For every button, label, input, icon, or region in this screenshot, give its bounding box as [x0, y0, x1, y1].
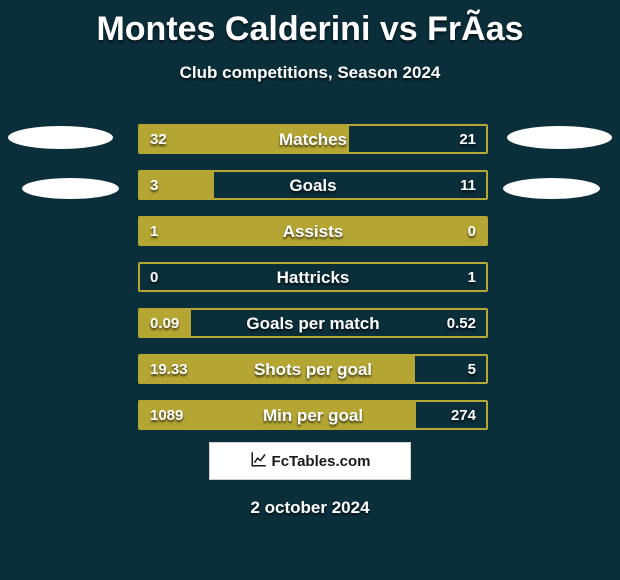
- title-player1: Montes Calderini: [96, 10, 370, 48]
- stat-label: Goals: [140, 172, 486, 198]
- avatar-ellipse-left-2: [22, 178, 119, 199]
- title: Montes Calderini vs FrÃ­as: [0, 0, 620, 49]
- stat-value-right: 1: [468, 264, 476, 290]
- footer-brand-box: FcTables.com: [209, 442, 411, 480]
- stat-label: Goals per match: [140, 310, 486, 336]
- stat-row: 1089Min per goal274: [138, 400, 488, 430]
- stat-row: 0.09Goals per match0.52: [138, 308, 488, 338]
- title-vs: vs: [380, 10, 418, 48]
- stat-value-right: 0: [468, 218, 476, 244]
- stats-bars: 32Matches213Goals111Assists00Hattricks10…: [138, 124, 488, 446]
- avatar-ellipse-right-2: [503, 178, 600, 199]
- stat-value-right: 0.52: [447, 310, 476, 336]
- stat-row: 0Hattricks1: [138, 262, 488, 292]
- avatar-ellipse-left-1: [8, 126, 113, 149]
- stat-label: Hattricks: [140, 264, 486, 290]
- avatar-ellipse-right-1: [507, 126, 612, 149]
- stat-row: 3Goals11: [138, 170, 488, 200]
- stat-label: Shots per goal: [140, 356, 486, 382]
- stat-value-right: 21: [459, 126, 476, 152]
- stat-row: 32Matches21: [138, 124, 488, 154]
- stat-row: 1Assists0: [138, 216, 488, 246]
- stat-value-right: 11: [460, 172, 476, 198]
- stat-label: Assists: [140, 218, 486, 244]
- stat-value-right: 274: [451, 402, 476, 428]
- date: 2 october 2024: [0, 498, 620, 518]
- stat-row: 19.33Shots per goal5: [138, 354, 488, 384]
- stat-label: Min per goal: [140, 402, 486, 428]
- subtitle: Club competitions, Season 2024: [0, 63, 620, 83]
- stat-value-right: 5: [468, 356, 476, 382]
- title-player2: FrÃ­as: [427, 10, 523, 48]
- chart-icon: [250, 450, 272, 472]
- footer-brand-text: FcTables.com: [272, 453, 371, 470]
- stat-label: Matches: [140, 126, 486, 152]
